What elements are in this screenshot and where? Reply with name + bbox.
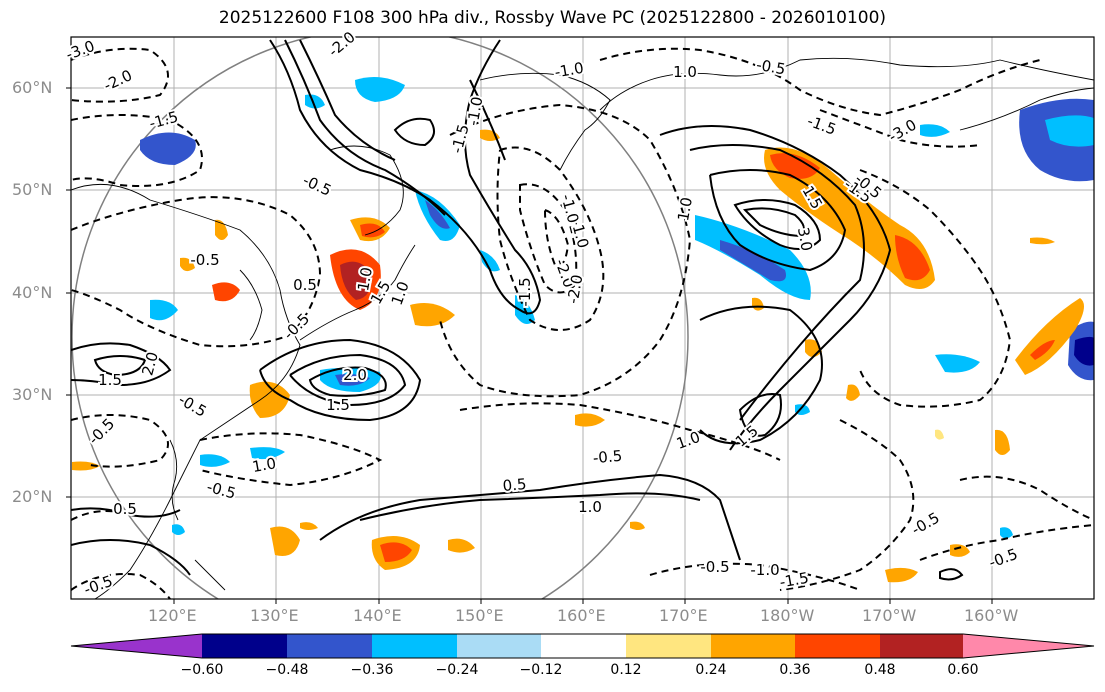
colorbar-tick-label: −0.60	[180, 662, 224, 678]
contour-label-halo: 1.5	[98, 371, 122, 389]
contour-label: 0.5	[113, 500, 137, 518]
lon-label-160w: 160°W	[964, 606, 1019, 625]
contour-label: -1.0	[464, 95, 487, 127]
contour-label: 1.0	[354, 266, 376, 293]
coastlines	[71, 57, 1094, 599]
contour-label-halo: 0.5	[293, 276, 317, 294]
contour-label-halo: 0.5	[113, 500, 137, 518]
contour-label-halo: -1.5	[516, 277, 534, 306]
colorbar-tick-label: −0.12	[519, 662, 563, 678]
divergence-shading	[72, 76, 1094, 583]
contour-label: -0.5	[755, 56, 787, 79]
contour-label: 2.0	[138, 350, 162, 378]
contour-label: 1.0	[251, 454, 278, 476]
colorbar-tick-label: 0.36	[779, 662, 811, 678]
lat-label-30: 30°N	[12, 385, 53, 404]
contour-label-halo: -0.5	[700, 558, 729, 576]
contour-label-halo: 1.5	[326, 396, 350, 414]
lat-label-40: 40°N	[12, 283, 53, 302]
colorbar-segment-4	[541, 634, 626, 658]
colorbar-segment-6	[711, 634, 795, 658]
contour-label: -0.5	[190, 251, 219, 269]
gridlines	[71, 37, 1094, 599]
lat-label-50: 50°N	[12, 180, 53, 199]
contour-label-halo: -1.0	[750, 561, 779, 579]
colorbar-tick-label: 0.12	[610, 662, 642, 678]
colorbar-tick-label: −0.24	[435, 662, 479, 678]
lon-label-170w: 170°W	[862, 606, 917, 625]
lon-label-130e: 130°E	[250, 606, 299, 625]
colorbar-segment-1	[287, 634, 372, 658]
contour-label: 0.5	[293, 276, 317, 294]
contour-label: 2.0	[343, 366, 367, 384]
contour-label: -1.5	[778, 569, 810, 592]
contour-label-halo: 1.0	[673, 63, 697, 81]
tick-marks	[66, 87, 993, 604]
contour-label: 1.5	[326, 396, 350, 414]
map-title: 2025122600 F108 300 hPa div., Rossby Wav…	[218, 8, 887, 28]
colorbar-tick-label: 0.48	[864, 662, 896, 678]
lon-label-160e: 160°E	[557, 606, 606, 625]
colorbar-segment-0	[202, 634, 287, 658]
lon-label-180w: 180°W	[760, 606, 815, 625]
contour-label: 0.5	[502, 475, 527, 495]
contour-label: 1.0	[673, 63, 697, 81]
contour-label-halo: 2.0	[343, 366, 367, 384]
contour-label: -1.5	[516, 277, 534, 306]
contour-label: -0.5	[592, 447, 623, 467]
colorbar-tick-label: 0.60	[947, 662, 979, 678]
colorbar-segment-7	[795, 634, 880, 658]
lat-label-20: 20°N	[12, 487, 53, 506]
lon-label-140e: 140°E	[353, 606, 402, 625]
lon-label-150e: 150°E	[455, 606, 504, 625]
lon-label-120e: 120°E	[148, 606, 197, 625]
colorbar-segment-2	[372, 634, 457, 658]
contour-label-halo: 0.5	[502, 475, 527, 495]
colorbar-segments	[71, 634, 1094, 658]
colorbar-segment-5	[626, 634, 711, 658]
colorbar-extend-max	[963, 634, 1094, 658]
positive-contours	[71, 39, 964, 581]
lat-label-60: 60°N	[12, 78, 53, 97]
contour-label: 1.0	[578, 498, 602, 516]
colorbar-tick-label: −0.48	[265, 662, 309, 678]
contour-label-halo: -0.5	[190, 251, 219, 269]
colorbar-tick-label: 0.24	[695, 662, 727, 678]
contour-label: -1.0	[750, 561, 779, 579]
contour-label-halo: 1.0	[578, 498, 602, 516]
rossby-wave-circle	[71, 37, 689, 599]
colorbar-tick-label: −0.36	[350, 662, 394, 678]
contour-label: -0.5	[700, 558, 729, 576]
contour-label: -2.0	[564, 273, 587, 305]
contour-label-halo: -1.5	[778, 569, 810, 592]
negative-contours	[71, 47, 1094, 599]
colorbar-outline	[70, 633, 1095, 659]
lon-label-170e: 170°E	[659, 606, 708, 625]
contour-label: -1.0	[553, 59, 585, 82]
colorbar-extend-min	[71, 634, 202, 658]
contour-label: 3.0	[794, 226, 816, 253]
colorbar-segment-8	[880, 634, 963, 658]
contour-label: 1.5	[98, 371, 122, 389]
colorbar-segment-3	[457, 634, 541, 658]
contour-label: 1.0	[674, 196, 696, 223]
